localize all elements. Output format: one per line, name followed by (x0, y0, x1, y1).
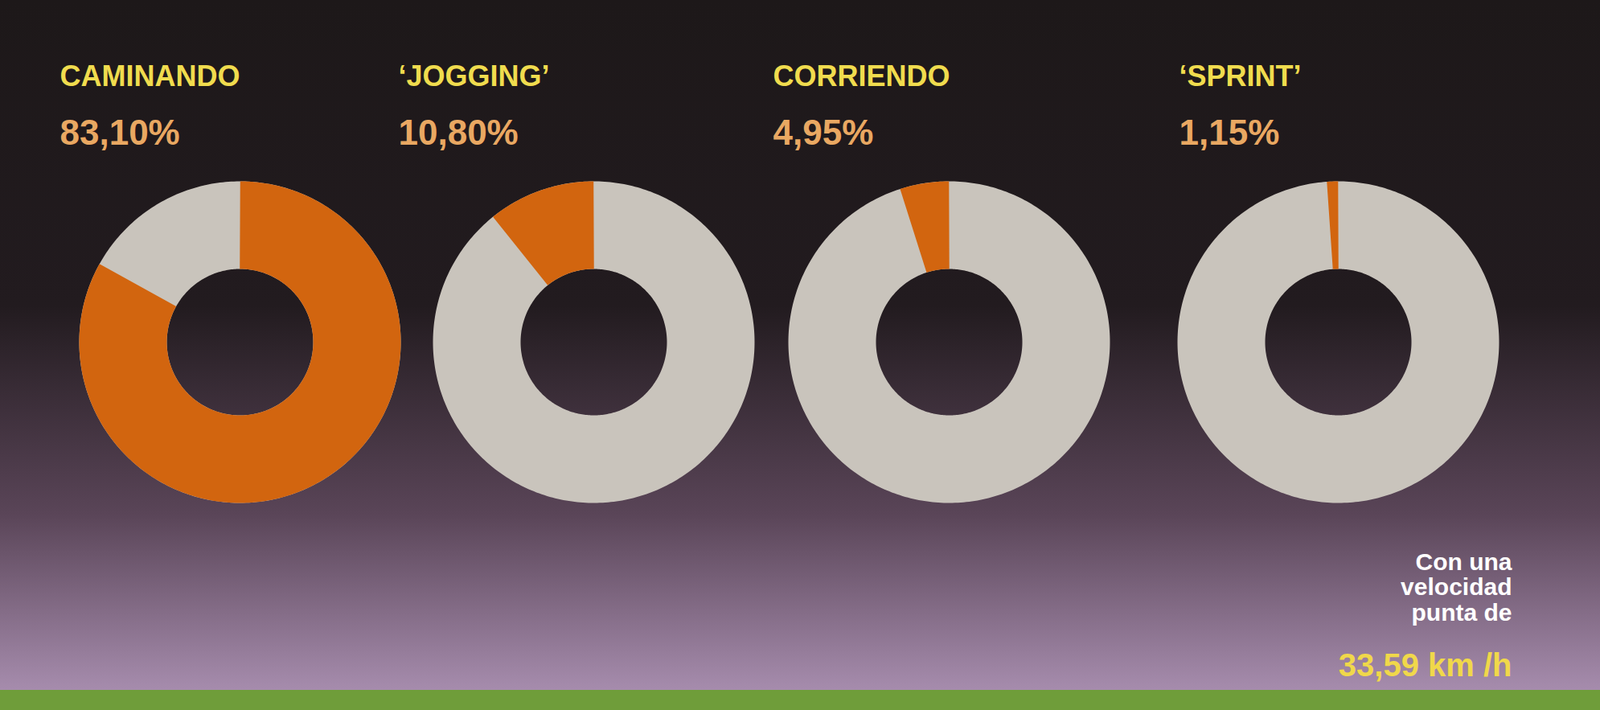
svg-text:83,10%: 83,10% (60, 112, 181, 152)
svg-text:Con unavelocidadpunta de: Con unavelocidadpunta de (1400, 548, 1513, 626)
svg-text:10,80%: 10,80% (398, 112, 519, 152)
svg-text:1,15%: 1,15% (1179, 112, 1280, 152)
svg-text:33,59 km /h: 33,59 km /h (1338, 647, 1513, 683)
svg-text:‘JOGGING’: ‘JOGGING’ (398, 59, 550, 93)
svg-text:‘SPRINT’: ‘SPRINT’ (1179, 59, 1302, 93)
svg-text:CAMINANDO: CAMINANDO (60, 59, 241, 93)
svg-text:4,95%: 4,95% (773, 112, 874, 152)
svg-text:CORRIENDO: CORRIENDO (773, 59, 951, 93)
